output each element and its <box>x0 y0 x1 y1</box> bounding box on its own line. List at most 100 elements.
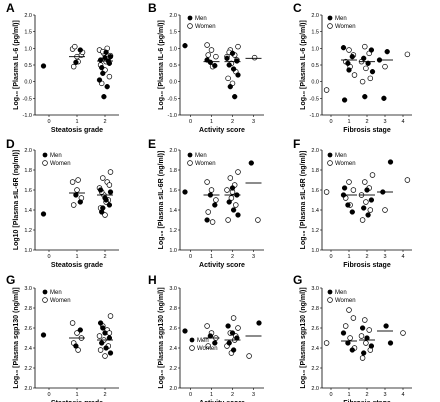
x-tick-label: 1 <box>210 119 213 125</box>
women-point <box>230 315 237 321</box>
y-axis-title: Log₁₀ [Plasma IL-6 (pg/ml)] <box>300 20 307 110</box>
men-point <box>229 330 236 336</box>
men-point <box>345 202 351 208</box>
legend-men-label: Men <box>50 290 62 296</box>
men-point <box>100 325 106 331</box>
x-tick-label: 2 <box>365 119 368 125</box>
y-tick-label: 1.5 <box>24 30 32 36</box>
x-tick-label: 3 <box>383 119 386 125</box>
y-tick-label: 2.8 <box>24 306 32 312</box>
men-point <box>387 159 394 165</box>
women-point <box>362 43 368 50</box>
women-point <box>102 212 108 218</box>
women-point <box>363 65 369 72</box>
women-point <box>350 315 357 321</box>
x-tick-label: 0 <box>47 392 50 398</box>
men-point <box>77 327 83 333</box>
x-tick-label: 2 <box>365 254 368 260</box>
men-point <box>40 332 47 338</box>
panel-h-7: H 2.0 2.2 2.4 2.6 2.8 3.0 0 1 2 3 Activity score Log… <box>148 273 264 402</box>
y-tick-label: 1.4 <box>169 208 177 214</box>
x-tick-label: 3 <box>252 392 255 398</box>
men-point <box>96 77 103 83</box>
y-axis-title: Log₁₀ [Plasma IL-6 (pg/ml)] <box>158 20 165 110</box>
y-tick-label: 1.6 <box>311 188 319 194</box>
x-tick-label: 0 <box>329 119 332 125</box>
women-point <box>205 209 211 215</box>
women-point <box>346 307 352 313</box>
x-axis-title: Fibrosis stage <box>343 400 391 402</box>
x-tick-label: 2 <box>231 254 234 260</box>
men-point <box>234 58 240 64</box>
men-point <box>226 62 232 68</box>
x-tick-label: 2 <box>231 392 234 398</box>
panel-letter: A <box>6 1 15 15</box>
women-point <box>204 42 210 48</box>
x-axis-title: Activity score <box>199 262 245 269</box>
x-axis-title: Activity score <box>199 400 245 402</box>
men-point <box>341 97 348 103</box>
y-tick-label: -1.0 <box>310 113 319 119</box>
y-tick-label: 1.2 <box>169 228 177 234</box>
y-axis-title: Log₁₀ [Plasma sgp130 (ng/ml)] <box>158 287 165 388</box>
women-point <box>72 43 78 50</box>
y-tick-label: 1.4 <box>24 208 32 214</box>
panel-g-8: G 2.0 2.2 2.4 2.6 2.8 3.0 0 1 2 3 4 Fibrosis stage Lo… <box>293 273 412 402</box>
men-point <box>349 209 355 215</box>
men-point <box>368 343 375 349</box>
y-tick-label: 1.0 <box>169 46 177 52</box>
men-point <box>381 95 387 101</box>
men-point <box>73 343 79 349</box>
women-point <box>359 217 366 223</box>
men-point <box>362 94 368 100</box>
men-point <box>103 197 109 203</box>
y-tick-label: 2.6 <box>169 326 177 332</box>
y-tick-label: 1.0 <box>24 46 32 52</box>
women-point <box>382 207 388 213</box>
panel-f-5: F 1.0 1.2 1.4 1.6 1.8 2.0 0 1 2 3 4 Fibrosis stage Lo… <box>293 137 412 269</box>
y-axis-title: Log10 [Plasma sIL-6R (ng/ml)] <box>13 150 20 250</box>
x-tick-label: 0 <box>47 119 50 125</box>
x-tick-label: 1 <box>75 119 78 125</box>
x-tick-label: 0 <box>329 392 332 398</box>
women-point <box>227 175 234 181</box>
men-point <box>340 330 347 336</box>
women-point <box>255 217 261 223</box>
men-point <box>73 59 79 65</box>
women-point <box>224 187 230 193</box>
y-tick-label: 1.0 <box>311 248 319 254</box>
men-point <box>359 325 366 331</box>
y-tick-label: 1.8 <box>169 168 177 174</box>
women-point <box>205 52 211 58</box>
legend-women-marker <box>327 23 333 29</box>
women-point <box>346 47 352 53</box>
women-point <box>347 335 353 341</box>
legend-women-label: Women <box>335 161 356 167</box>
y-tick-label: -0.5 <box>168 96 177 102</box>
legend-men-marker <box>327 15 333 21</box>
women-point <box>359 78 366 85</box>
men-point <box>204 57 210 63</box>
y-tick-label: 2.0 <box>24 148 32 154</box>
x-tick-label: 1 <box>75 254 78 260</box>
men-point <box>77 47 83 53</box>
men-point <box>235 212 241 218</box>
y-tick-label: 1.5 <box>169 30 177 36</box>
women-point <box>69 179 76 185</box>
panel-b-1: B -1.0 -0.5 0.0 0.5 1.0 1.5 2.0 0 1 2 3 Activity sco… <box>148 1 264 134</box>
men-point <box>107 54 114 60</box>
men-point <box>369 69 376 75</box>
x-tick-label: 2 <box>365 392 368 398</box>
men-point <box>361 350 367 356</box>
women-point <box>362 179 368 185</box>
women-point <box>74 187 80 193</box>
women-point <box>208 47 215 53</box>
men-point <box>365 60 371 66</box>
women-point <box>70 202 77 208</box>
x-tick-label: 3 <box>252 119 255 125</box>
men-point <box>100 205 106 211</box>
x-axis-title: Steatosis grade <box>51 262 103 269</box>
women-point <box>235 325 241 331</box>
y-tick-label: 2.0 <box>311 148 319 154</box>
